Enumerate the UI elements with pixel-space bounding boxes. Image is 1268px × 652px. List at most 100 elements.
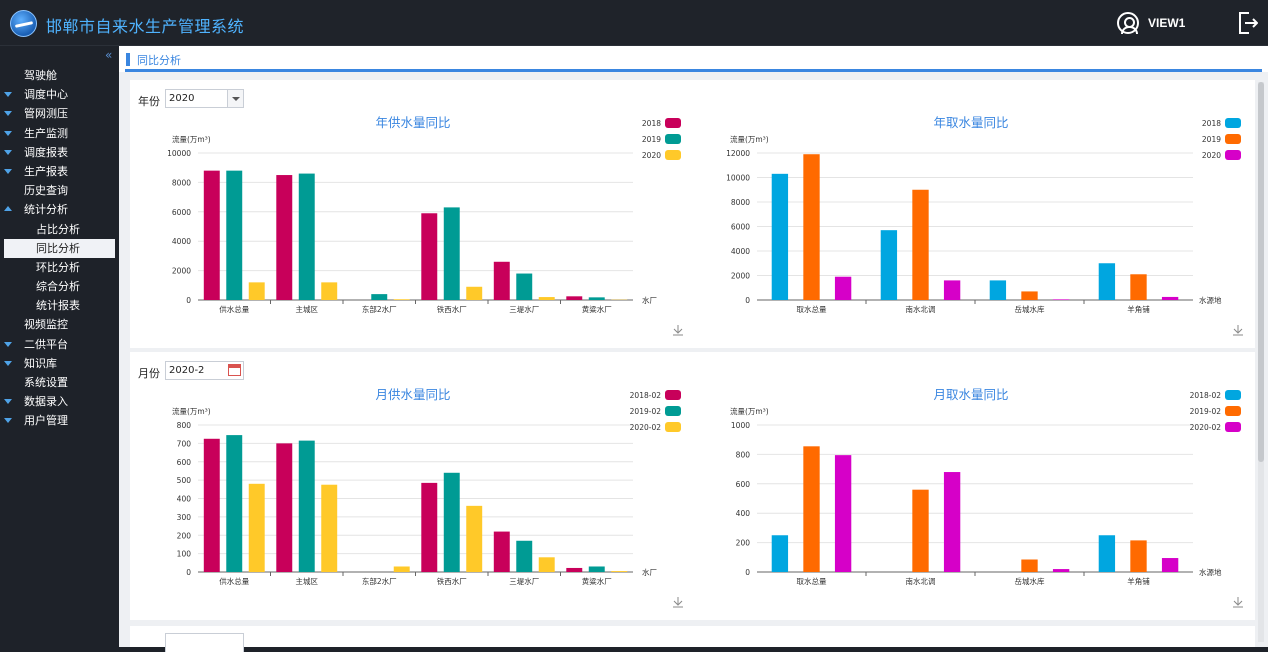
sidebar-item[interactable]: 生产报表 — [0, 162, 119, 181]
legend-label: 2019-02 — [630, 407, 662, 416]
bar — [204, 439, 220, 572]
sidebar-item[interactable]: 调度报表 — [0, 143, 119, 162]
x-tick-label: 供水总量 — [219, 304, 249, 314]
bar — [321, 282, 337, 300]
bar — [394, 566, 410, 572]
y-tick-label: 0 — [745, 296, 750, 305]
bar — [226, 171, 242, 300]
x-tick-label: 南水北调 — [906, 304, 936, 314]
logout-icon[interactable] — [1238, 12, 1258, 34]
bar — [990, 280, 1006, 300]
sidebar-item[interactable]: 统计分析 — [0, 200, 119, 219]
chart-title: 月取水量同比 — [933, 387, 1008, 402]
sidebar-item-label: 数据录入 — [24, 392, 68, 411]
bar — [299, 441, 315, 572]
x-tick-label: 主城区 — [296, 304, 319, 314]
bar — [516, 541, 532, 572]
x-tick-label: 黄粱水厂 — [582, 576, 612, 586]
user-name[interactable]: VIEW1 — [1148, 16, 1185, 30]
y-tick-label: 800 — [177, 421, 192, 430]
user-icon[interactable] — [1117, 12, 1139, 34]
x-tick-label: 黄粱水厂 — [582, 304, 612, 314]
x-tick-label: 取水总量 — [797, 304, 827, 314]
bar — [1053, 299, 1069, 300]
bar — [321, 485, 337, 572]
bar — [589, 297, 605, 300]
sidebar-item[interactable]: 用户管理 — [0, 411, 119, 430]
chart-title: 年供水量同比 — [375, 115, 450, 130]
sidebar-item[interactable]: 系统设置 — [0, 373, 119, 392]
bar — [772, 174, 788, 300]
x-tick-label: 羊角铺 — [1127, 304, 1150, 314]
download-icon[interactable] — [1233, 597, 1243, 607]
sidebar-item-label: 同比分析 — [36, 239, 80, 258]
bar — [1099, 263, 1115, 300]
y-tick-label: 800 — [736, 450, 751, 459]
third-select[interactable] — [165, 633, 244, 652]
caret-down-icon — [4, 342, 12, 347]
bar — [494, 262, 510, 300]
y-tick-label: 8000 — [731, 198, 750, 207]
bar — [1021, 560, 1037, 572]
caret-down-icon — [4, 92, 12, 97]
y-tick-label: 200 — [177, 531, 192, 540]
y-axis-label: 流量(万m³) — [172, 406, 211, 416]
sidebar-item[interactable]: 二供平台 — [0, 335, 119, 354]
sidebar-item[interactable]: 视频监控 — [0, 315, 119, 334]
caret-down-icon — [4, 399, 12, 404]
y-tick-label: 8000 — [172, 178, 191, 187]
sidebar-item[interactable]: 数据录入 — [0, 392, 119, 411]
bar — [539, 557, 555, 572]
sidebar-item-label: 用户管理 — [24, 411, 68, 430]
sidebar-item[interactable]: 驾驶舱 — [0, 66, 119, 85]
x-tick-label: 东部2水厂 — [362, 304, 397, 314]
chart-title: 年取水量同比 — [933, 115, 1008, 130]
legend-swatch — [665, 406, 681, 416]
sidebar-item[interactable]: 占比分析 — [0, 220, 119, 239]
y-tick-label: 4000 — [731, 247, 750, 256]
download-icon[interactable] — [1233, 325, 1243, 335]
sidebar-item[interactable]: 历史查询 — [0, 181, 119, 200]
y-tick-label: 10000 — [726, 174, 750, 183]
chart-title: 月供水量同比 — [375, 387, 450, 402]
download-icon[interactable] — [673, 325, 683, 335]
legend-label: 2020-02 — [1190, 423, 1222, 432]
y-tick-label: 2000 — [172, 267, 191, 276]
sidebar-item[interactable]: 同比分析 — [4, 239, 115, 258]
download-icon[interactable] — [673, 597, 683, 607]
legend-label: 2019 — [642, 135, 661, 144]
scrollbar-thumb[interactable] — [1258, 82, 1264, 462]
bar — [589, 566, 605, 572]
sidebar-item[interactable]: 环比分析 — [0, 258, 119, 277]
app-title: 邯郸市自来水生产管理系统 — [46, 13, 244, 37]
bar — [444, 207, 460, 300]
sidebar-item[interactable]: 综合分析 — [0, 277, 119, 296]
sidebar-item[interactable]: 知识库 — [0, 354, 119, 373]
y-tick-label: 0 — [186, 568, 191, 577]
sidebar-item-label: 系统设置 — [24, 373, 68, 392]
bar — [881, 230, 897, 300]
sidebar-item[interactable]: 管网测压 — [0, 104, 119, 123]
bar — [421, 213, 437, 300]
bar — [912, 490, 928, 572]
y-tick-label: 6000 — [172, 208, 191, 217]
sidebar-item[interactable]: 调度中心 — [0, 85, 119, 104]
collapse-sidebar-icon[interactable]: « — [105, 48, 112, 62]
breadcrumb-underline — [125, 69, 1262, 72]
caret-down-icon — [4, 361, 12, 366]
x-axis-label: 水厂 — [642, 567, 657, 577]
legend-label: 2020 — [642, 151, 661, 160]
bar — [1130, 274, 1146, 300]
sidebar-item[interactable]: 生产监测 — [0, 124, 119, 143]
sidebar-item[interactable]: 统计报表 — [0, 296, 119, 315]
caret-down-icon — [4, 131, 12, 136]
sidebar-item-label: 环比分析 — [36, 258, 80, 277]
y-tick-label: 6000 — [731, 223, 750, 232]
monthly-intake-chart: 月取水量同比流量(万m³)02004006008001000水源地取水总量南水北… — [688, 352, 1255, 620]
monthly-supply-chart: 月供水量同比流量(万m³)0100200300400500600700800水厂… — [130, 352, 700, 620]
y-tick-label: 600 — [736, 480, 751, 489]
x-tick-label: 岳城水库 — [1015, 576, 1045, 586]
legend-swatch — [1225, 134, 1241, 144]
y-tick-label: 4000 — [172, 237, 191, 246]
